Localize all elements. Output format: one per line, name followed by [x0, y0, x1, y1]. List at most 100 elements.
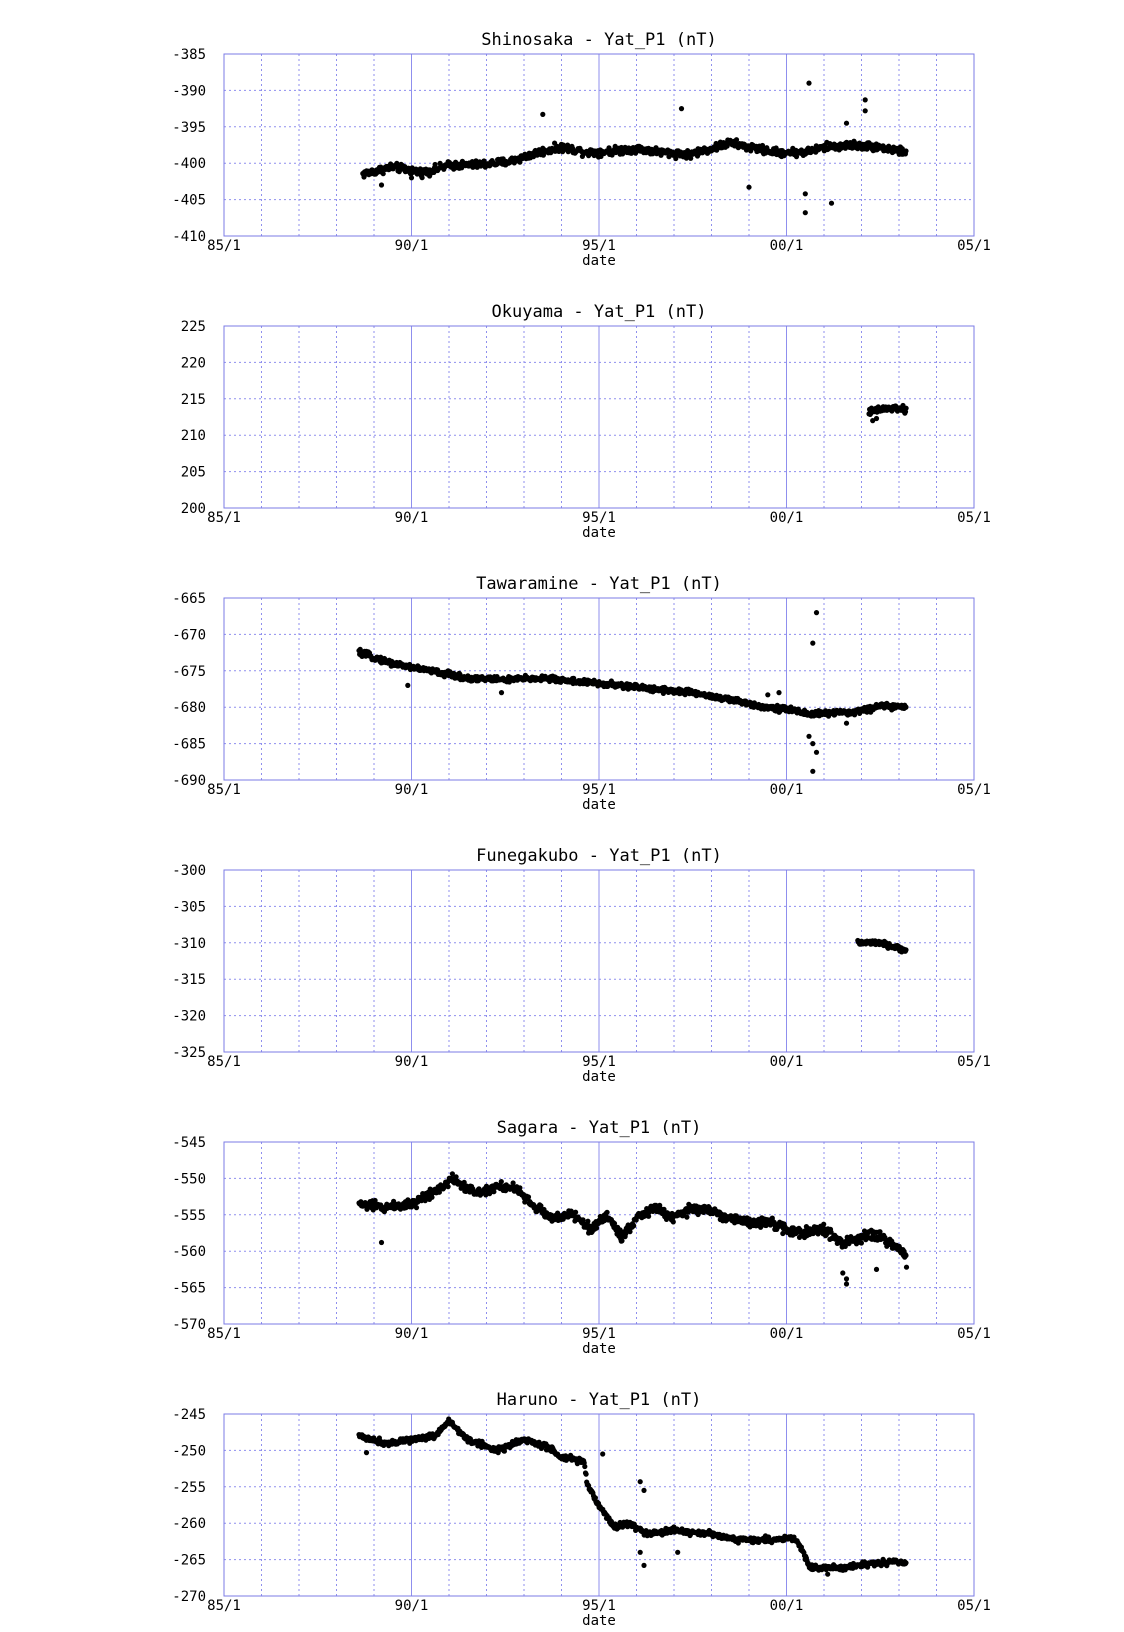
- y-tick-label: -245: [172, 1407, 206, 1423]
- outlier-point: [840, 1270, 846, 1276]
- data-point: [538, 1203, 544, 1209]
- y-tick-label: -690: [172, 773, 206, 789]
- x-tick-label: 95/1: [582, 782, 616, 798]
- data-point: [821, 1221, 827, 1227]
- data-point: [453, 1174, 459, 1180]
- plot-frame: [223, 597, 975, 781]
- y-tick-label: -255: [172, 1480, 206, 1496]
- grid: [224, 326, 974, 508]
- x-tick-label: 95/1: [582, 1598, 616, 1614]
- x-tick-label: 05/1: [957, 510, 991, 526]
- outlier-point: [825, 1571, 831, 1577]
- outlier-point: [810, 768, 816, 774]
- outlier-point: [806, 733, 812, 739]
- outlier-point: [802, 191, 808, 197]
- x-tick-label: 90/1: [395, 1326, 429, 1342]
- outlier-point: [903, 1264, 910, 1270]
- data-point: [445, 1184, 451, 1190]
- y-tick-label: -395: [172, 120, 206, 136]
- chart-5: Haruno - Yat_P1 (nT) -245 -250 -255 -260 -265…: [172, 1390, 991, 1629]
- y-tick-label: -670: [172, 627, 206, 643]
- outlier-point: [540, 111, 546, 117]
- x-tick-label: 00/1: [770, 510, 804, 526]
- data-point: [627, 1229, 633, 1235]
- data-point: [733, 137, 740, 143]
- y-tick-label: -550: [172, 1171, 206, 1187]
- data-point: [498, 1179, 504, 1185]
- grid: [224, 598, 974, 780]
- data-point: [432, 161, 438, 168]
- data-point: [793, 154, 800, 160]
- data-point: [594, 1225, 600, 1231]
- outlier-point: [810, 640, 816, 646]
- data-point: [617, 1227, 623, 1233]
- chart-title: Sagara - Yat_P1 (nT): [497, 1118, 702, 1138]
- y-tick-label: -325: [172, 1045, 206, 1061]
- plot-frame: [223, 53, 975, 237]
- y-tick-label: -560: [172, 1244, 206, 1260]
- outlier-point: [802, 210, 808, 216]
- outlier-point: [873, 1266, 880, 1272]
- plot-frame: [223, 1141, 975, 1325]
- outlier-point: [843, 1276, 850, 1282]
- data-point: [422, 1198, 428, 1204]
- outlier-point: [637, 1479, 643, 1485]
- y-tick-label: 225: [181, 319, 206, 335]
- outlier-point: [363, 1450, 370, 1456]
- x-tick-label: 05/1: [957, 782, 991, 798]
- y-tick-label: -265: [172, 1553, 206, 1569]
- y-tick-label: -305: [172, 899, 206, 915]
- outlier-point: [806, 80, 812, 86]
- outlier-point: [862, 97, 868, 103]
- x-tick-label: 00/1: [770, 1598, 804, 1614]
- x-axis-label: date: [582, 1613, 616, 1629]
- outlier-point: [828, 200, 835, 206]
- outlier-point: [600, 1451, 606, 1457]
- grid: [224, 1414, 974, 1596]
- grid: [224, 870, 974, 1052]
- y-tick-label: -270: [172, 1589, 206, 1605]
- x-tick-label: 05/1: [957, 1326, 991, 1342]
- x-tick-label: 95/1: [582, 238, 616, 254]
- plot-frame: [223, 1413, 975, 1597]
- data-point: [604, 1209, 610, 1215]
- outlier-point: [498, 690, 505, 696]
- data-point: [419, 175, 425, 181]
- data-point: [771, 1219, 777, 1225]
- y-tick-label: -570: [172, 1317, 206, 1333]
- data-point: [646, 1213, 652, 1219]
- outlier-point: [813, 610, 820, 616]
- chart-0: Shinosaka - Yat_P1 (nT) -385 -390 -395 -400 -…: [172, 30, 991, 269]
- data-point: [449, 1171, 455, 1177]
- data-series-0: [356, 1416, 909, 1577]
- x-axis-label: date: [582, 797, 616, 813]
- y-tick-label: -405: [172, 193, 206, 209]
- y-tick-label: -565: [172, 1281, 206, 1297]
- data-point: [858, 1240, 865, 1246]
- y-tick-label: -250: [172, 1443, 206, 1459]
- chart-1: Okuyama - Yat_P1 (nT) 225 220 215 210 205 2008…: [181, 302, 991, 541]
- chart-title: Funegakubo - Yat_P1 (nT): [476, 846, 722, 866]
- x-tick-label: 85/1: [207, 1054, 241, 1070]
- outlier-point: [843, 720, 850, 726]
- x-axis-label: date: [582, 1069, 616, 1085]
- y-tick-label: -555: [172, 1208, 206, 1224]
- outlier-point: [810, 741, 816, 747]
- data-point: [611, 1220, 618, 1227]
- data-point: [666, 154, 672, 160]
- outlier-point: [765, 692, 771, 698]
- y-tick-label: 210: [181, 428, 206, 444]
- x-tick-label: 00/1: [770, 1054, 804, 1070]
- outlier-point: [843, 1281, 850, 1287]
- data-point: [780, 1230, 786, 1237]
- chart-title: Shinosaka - Yat_P1 (nT): [481, 30, 716, 50]
- y-tick-label: 205: [181, 465, 206, 481]
- x-tick-label: 95/1: [582, 1326, 616, 1342]
- outlier-point: [873, 415, 880, 422]
- y-tick-label: -300: [172, 863, 206, 879]
- chart-3: Funegakubo - Yat_P1 (nT) -300 -305 -310 -315…: [172, 846, 991, 1085]
- data-point: [592, 1495, 599, 1501]
- data-point: [903, 1560, 909, 1566]
- y-tick-label: -680: [172, 700, 206, 716]
